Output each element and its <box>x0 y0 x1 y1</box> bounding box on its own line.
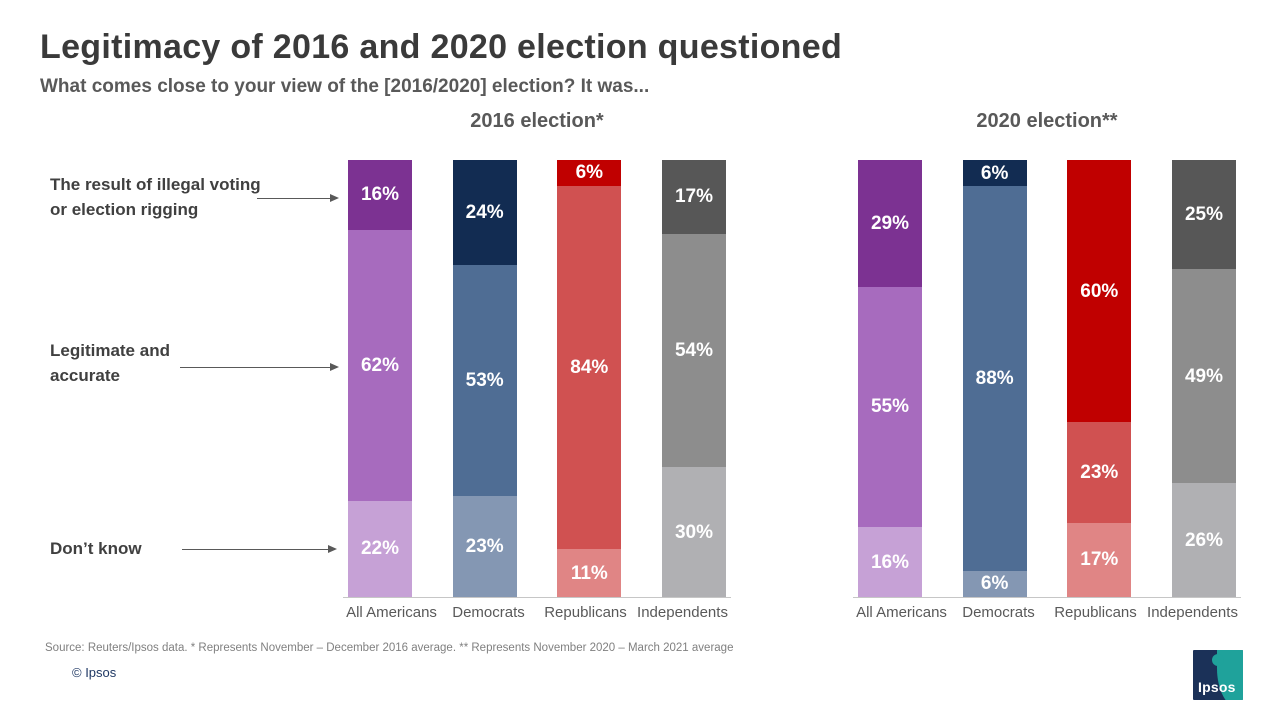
segment-value-label: 84% <box>570 357 609 379</box>
bar-democrats: 6% 88% 6% <box>962 160 1027 597</box>
logo-wordmark: Ipsos <box>1198 679 1236 695</box>
category-label: Democrats <box>962 604 1035 621</box>
bar-segment: 17% <box>661 160 726 234</box>
bar-all-americans: 16% 62% 22% <box>348 160 412 597</box>
bar-segment: 6% <box>557 160 622 186</box>
bar-segment: 88% <box>962 186 1027 571</box>
bar-segment: 84% <box>557 185 622 550</box>
segment-value-label: 23% <box>1080 461 1119 483</box>
segment-value-label: 60% <box>1080 280 1119 302</box>
bar-all-americans: 29% 55% 16% <box>858 160 922 597</box>
bar-segment: 23% <box>452 496 517 597</box>
bar-segment: 54% <box>661 233 726 468</box>
bar-segment: 29% <box>858 160 922 287</box>
bar-republicans: 6% 84% 11% <box>557 160 622 597</box>
bar-segment: 60% <box>1067 160 1132 423</box>
category-label: Republicans <box>544 604 627 621</box>
bar-segment: 6% <box>962 160 1027 187</box>
segment-value-label: 54% <box>674 339 713 361</box>
segment-value-label: 6% <box>980 573 1009 595</box>
x-axis-labels-2020: All Americans Democrats Republicans Indepen… <box>853 604 1241 621</box>
segment-value-label: 16% <box>360 184 400 206</box>
bar-independents: 25% 49% 26% <box>1171 160 1236 597</box>
segment-value-label: 23% <box>465 536 504 558</box>
bar-segment: 11% <box>557 549 622 597</box>
bar-segment: 23% <box>1067 422 1132 523</box>
segment-value-label: 55% <box>870 396 910 418</box>
category-label: Independents <box>1147 604 1238 621</box>
bar-segment: 62% <box>348 229 412 501</box>
bar-republicans: 60% 23% 17% <box>1067 160 1132 597</box>
bar-segment: 24% <box>452 160 517 265</box>
arrow-icon <box>257 194 339 202</box>
legend-label-dont-know: Don’t know <box>50 539 142 558</box>
legend-label-legitimate-accurate: Legitimate and accurate <box>50 341 170 385</box>
bar-democrats: 24% 53% 23% <box>452 160 517 597</box>
bar-segment: 26% <box>1171 483 1236 597</box>
segment-value-label: 17% <box>1080 549 1119 571</box>
segment-value-label: 22% <box>360 538 400 560</box>
chart-title-2016: 2016 election* <box>470 110 604 132</box>
bar-segment: 30% <box>661 467 726 597</box>
segment-value-label: 53% <box>465 370 504 392</box>
segment-value-label: 88% <box>975 367 1014 389</box>
page-subtitle: What comes close to your view of the [20… <box>40 76 650 97</box>
segment-value-label: 16% <box>870 551 910 573</box>
legend-label-illegal-voting: The result of illegal voting or election… <box>50 175 261 219</box>
bar-segment: 53% <box>452 264 517 497</box>
source-note: Source: Reuters/Ipsos data. * Represents… <box>45 642 734 654</box>
segment-value-label: 49% <box>1184 365 1223 387</box>
bar-segment: 25% <box>1171 160 1236 270</box>
x-axis-labels-2016: All Americans Democrats Republicans Indepen… <box>343 604 731 621</box>
arrow-icon <box>180 363 339 371</box>
bar-segment: 22% <box>348 500 412 597</box>
logo-head-icon <box>1212 654 1224 666</box>
stacked-bar-chart-2020: 29% 55% 16% 6% 88% 6% 60% 23% 17% 25% 49% 26% <box>853 160 1241 598</box>
segment-value-label: 6% <box>980 162 1009 184</box>
segment-value-label: 29% <box>870 212 910 234</box>
category-label: All Americans <box>346 604 437 621</box>
category-label: Republicans <box>1054 604 1137 621</box>
category-label: Independents <box>637 604 728 621</box>
bar-segment: 49% <box>1171 269 1236 484</box>
segment-value-label: 11% <box>570 562 608 584</box>
category-label: All Americans <box>856 604 947 621</box>
segment-value-label: 62% <box>360 354 400 376</box>
ipsos-logo: Ipsos <box>1193 650 1243 700</box>
segment-value-label: 17% <box>674 186 713 208</box>
segment-value-label: 24% <box>465 201 504 223</box>
bar-independents: 17% 54% 30% <box>661 160 726 597</box>
bar-segment: 16% <box>348 160 412 230</box>
segment-value-label: 26% <box>1184 529 1223 551</box>
bar-segment: 17% <box>1067 522 1132 597</box>
category-label: Democrats <box>452 604 525 621</box>
segment-value-label: 25% <box>1184 204 1223 226</box>
arrow-icon <box>182 545 337 553</box>
bar-segment: 55% <box>858 286 922 528</box>
stacked-bar-chart-2016: 16% 62% 22% 24% 53% 23% 6% 84% 11% 17% 54% 30% <box>343 160 731 598</box>
bar-segment: 16% <box>858 527 922 597</box>
copyright-text: © Ipsos <box>72 665 117 680</box>
page-title: Legitimacy of 2016 and 2020 election que… <box>40 28 843 66</box>
segment-value-label: 30% <box>674 521 713 543</box>
chart-title-2020: 2020 election** <box>976 110 1118 132</box>
segment-value-label: 6% <box>575 162 604 184</box>
bar-segment: 6% <box>962 570 1027 597</box>
